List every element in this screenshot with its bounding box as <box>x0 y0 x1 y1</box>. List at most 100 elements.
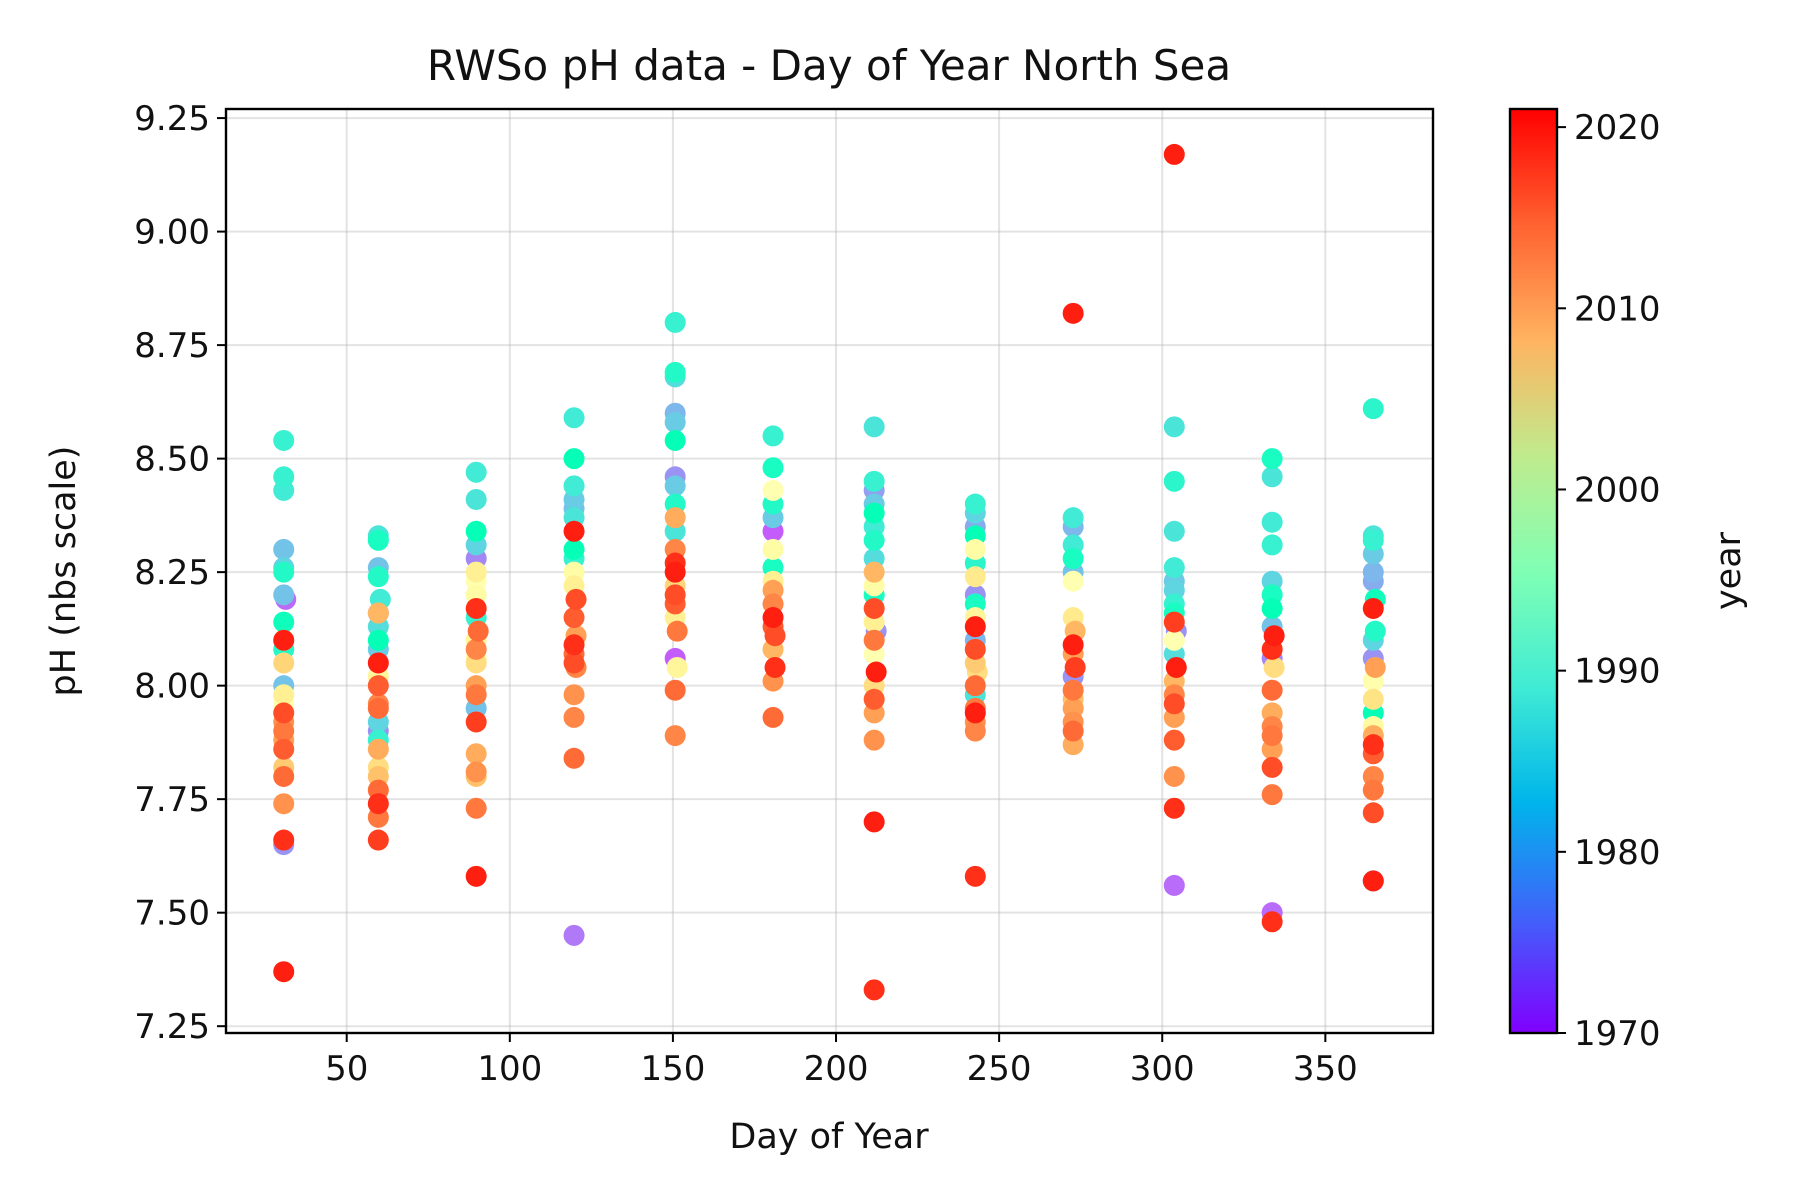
data-point <box>1163 557 1185 579</box>
y-axis: 7.25 7.50 7.75 8.00 8.25 8.50 8.75 9.00 9.25 <box>134 99 226 1047</box>
data-point <box>367 697 389 719</box>
data-point <box>273 720 295 742</box>
data-point <box>863 729 885 751</box>
data-point <box>465 638 487 660</box>
data-point <box>762 607 784 629</box>
data-point <box>465 761 487 783</box>
plot-frame <box>224 107 1435 1035</box>
colorbar-tick-label: 1970 <box>1574 1014 1661 1054</box>
data-point <box>1261 911 1283 933</box>
data-point <box>1362 734 1384 756</box>
data-point <box>666 656 688 678</box>
data-point <box>563 684 585 706</box>
data-point <box>1165 656 1187 678</box>
data-point <box>273 538 295 560</box>
colorbar-tick-label: 2000 <box>1574 470 1661 510</box>
data-point <box>1261 597 1283 619</box>
data-point <box>1362 529 1384 551</box>
data-point <box>1062 570 1084 592</box>
y-tick-label: 7.75 <box>134 780 210 820</box>
data-point <box>273 466 295 488</box>
data-point <box>563 924 585 946</box>
colorbar-tick-label: 2020 <box>1574 108 1661 148</box>
data-point <box>563 407 585 429</box>
data-point <box>1261 511 1283 533</box>
data-point <box>762 479 784 501</box>
colorbar-tick-label: 1990 <box>1574 652 1661 692</box>
colorbar-tick-label: 2010 <box>1574 289 1661 329</box>
data-point <box>764 656 786 678</box>
x-tick-label: 150 <box>640 1049 705 1089</box>
data-point <box>1261 466 1283 488</box>
data-point <box>1364 656 1386 678</box>
y-tick-label: 8.75 <box>134 326 210 366</box>
data-point <box>863 416 885 438</box>
data-point <box>273 611 295 633</box>
data-point <box>664 311 686 333</box>
x-tick-label: 100 <box>477 1049 542 1089</box>
data-point <box>964 538 986 560</box>
data-point <box>1362 688 1384 710</box>
data-point <box>863 561 885 583</box>
data-point <box>465 684 487 706</box>
data-point <box>563 448 585 470</box>
data-point <box>1163 629 1185 651</box>
data-point <box>666 620 688 642</box>
data-point <box>465 711 487 733</box>
data-point <box>273 429 295 451</box>
data-point <box>1163 797 1185 819</box>
data-point <box>1163 520 1185 542</box>
data-point <box>273 829 295 851</box>
y-tick-label: 8.25 <box>134 553 210 593</box>
data-point <box>273 584 295 606</box>
data-point <box>964 493 986 515</box>
data-point <box>367 629 389 651</box>
data-point <box>273 684 295 706</box>
y-tick-label: 8.00 <box>134 667 210 707</box>
data-point <box>664 429 686 451</box>
data-point <box>1163 143 1185 165</box>
colorbar-label: year <box>1709 531 1749 610</box>
data-point <box>565 588 587 610</box>
data-point <box>964 702 986 724</box>
y-tick-label: 9.25 <box>134 99 210 139</box>
data-point <box>367 738 389 760</box>
data-point <box>1062 634 1084 656</box>
y-axis-title: pH (nbs scale) <box>44 446 84 697</box>
y-tick-label: 8.50 <box>134 440 210 480</box>
data-point <box>563 538 585 560</box>
colorbar-ticks: 1970 1980 1990 2000 2010 2020 <box>1557 108 1661 1054</box>
data-point <box>1062 720 1084 742</box>
data-point <box>1062 302 1084 324</box>
data-point <box>1362 398 1384 420</box>
data-point <box>863 502 885 524</box>
data-point <box>863 597 885 619</box>
data-point <box>563 607 585 629</box>
data-point <box>664 507 686 529</box>
data-point <box>563 520 585 542</box>
y-tick-label: 7.50 <box>134 894 210 934</box>
data-point <box>1362 779 1384 801</box>
data-point <box>367 675 389 697</box>
data-point <box>863 811 885 833</box>
data-point <box>863 529 885 551</box>
data-point <box>1261 534 1283 556</box>
data-point <box>1163 765 1185 787</box>
data-point <box>863 470 885 492</box>
data-point <box>664 411 686 433</box>
colorbar-tick-label: 1980 <box>1574 833 1661 873</box>
grid <box>226 109 1433 1033</box>
data-point <box>1364 620 1386 642</box>
data-point <box>1263 656 1285 678</box>
x-axis: 50 100 150 200 250 300 350 <box>325 1033 1358 1089</box>
data-point <box>863 629 885 651</box>
x-tick-label: 350 <box>1293 1049 1358 1089</box>
x-tick-label: 300 <box>1130 1049 1195 1089</box>
data-point <box>367 529 389 551</box>
data-point <box>1163 470 1185 492</box>
data-point <box>563 747 585 769</box>
data-point <box>367 829 389 851</box>
x-tick-label: 200 <box>804 1049 869 1089</box>
data-point <box>1163 416 1185 438</box>
data-point <box>465 520 487 542</box>
